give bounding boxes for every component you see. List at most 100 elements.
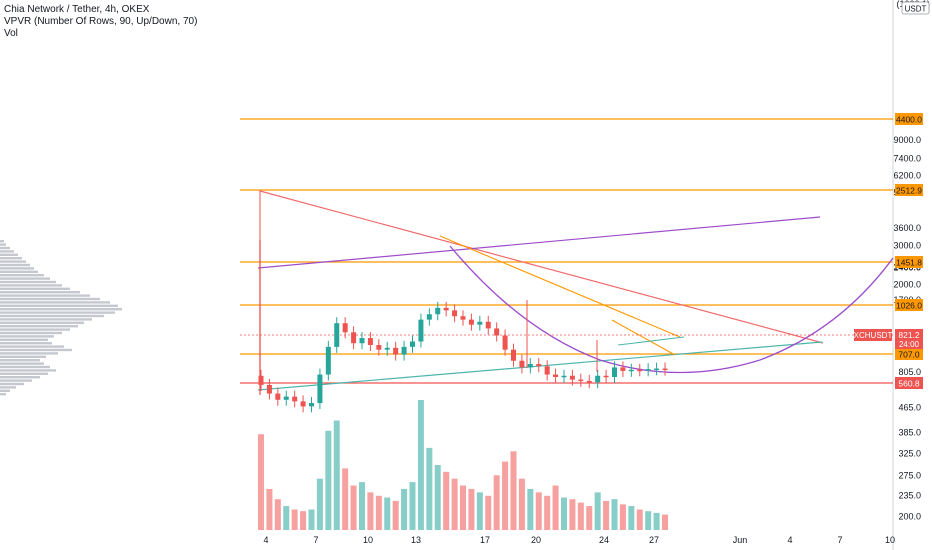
volume-bar[interactable] [645, 511, 652, 530]
vpvr-indicator-label[interactable]: VPVR (Number Of Rows, 90, Up/Down, 70) [4, 16, 198, 27]
price-tag-box[interactable] [895, 113, 923, 125]
candle-body[interactable] [275, 393, 281, 400]
candle-body[interactable] [317, 374, 323, 404]
candle-body[interactable] [266, 384, 272, 394]
volume-bar[interactable] [561, 497, 567, 531]
volume-bar[interactable] [342, 468, 349, 530]
candle-body[interactable] [511, 349, 516, 361]
price-tag-box[interactable] [895, 299, 923, 311]
candle-body[interactable] [612, 367, 617, 378]
candle-body[interactable] [561, 375, 567, 378]
volume-bars[interactable] [258, 400, 668, 530]
candle-body[interactable] [300, 401, 306, 407]
volume-bar[interactable] [527, 488, 534, 530]
candle-body[interactable] [325, 346, 331, 375]
volume-bar[interactable] [283, 506, 290, 530]
volume-bar[interactable] [603, 500, 610, 530]
triangle-lower-line[interactable] [611, 319, 676, 356]
candle-body[interactable] [426, 314, 432, 320]
candle-body[interactable] [468, 319, 474, 325]
volume-bar[interactable] [594, 492, 601, 530]
volume-bar[interactable] [476, 492, 483, 530]
candle-body[interactable] [342, 323, 348, 333]
volume-bar[interactable] [493, 475, 500, 530]
horizontal-levels[interactable] [240, 118, 893, 384]
volume-bar[interactable] [367, 492, 374, 530]
volume-bar[interactable] [518, 478, 525, 530]
volume-indicator-label[interactable]: Vol [4, 28, 18, 39]
volume-bar[interactable] [392, 500, 399, 530]
candles[interactable] [258, 240, 668, 413]
volume-bar[interactable] [569, 499, 576, 530]
candle-body[interactable] [578, 379, 584, 382]
volume-bar[interactable] [510, 451, 517, 530]
candle-body[interactable] [477, 321, 483, 325]
volume-bar[interactable] [258, 434, 264, 530]
currency-box[interactable] [901, 1, 930, 15]
candle-body[interactable] [443, 307, 449, 311]
candle-body[interactable] [460, 316, 466, 320]
candle-body[interactable] [519, 360, 525, 368]
time-axis[interactable]: 4 7 10 13 17 20 24 27 Jun 4 7 10 [263, 535, 895, 545]
triangle-base-line[interactable] [617, 336, 685, 346]
triangle-upper-line[interactable] [439, 235, 681, 338]
volume-bar[interactable] [325, 430, 332, 530]
candle-body[interactable] [485, 321, 491, 329]
candle-body[interactable] [502, 335, 508, 350]
volume-bar[interactable] [409, 482, 416, 530]
volume-bar[interactable] [619, 504, 626, 530]
candle-body[interactable] [586, 380, 592, 383]
current-price-box[interactable] [895, 329, 923, 349]
candle-body[interactable] [603, 375, 609, 378]
volume-bar[interactable] [417, 400, 424, 530]
candle-body[interactable] [569, 375, 575, 380]
volume-bar[interactable] [375, 495, 382, 530]
candle-body[interactable] [654, 368, 660, 371]
candle-body[interactable] [645, 369, 651, 371]
descending-resistance-line[interactable] [259, 190, 824, 344]
volume-bar[interactable] [291, 509, 298, 530]
candle-body[interactable] [553, 374, 559, 378]
volume-bar[interactable] [586, 506, 593, 530]
volume-bar[interactable] [434, 465, 441, 530]
candle-body[interactable] [376, 345, 382, 350]
volume-bar[interactable] [611, 499, 618, 530]
volume-bar[interactable] [308, 509, 315, 530]
volume-bar[interactable] [460, 485, 466, 530]
volume-bar[interactable] [544, 495, 551, 530]
candle-body[interactable] [334, 323, 340, 347]
candle-body[interactable] [410, 341, 415, 347]
price-tags[interactable]: 4400.0 2512.9 1451.8 1026.0 707.0 560.8 XCHUSD… [854, 113, 923, 389]
candle-body[interactable] [620, 367, 626, 371]
candle-body[interactable] [452, 310, 458, 317]
candle-body[interactable] [662, 368, 668, 371]
candle-body[interactable] [401, 346, 407, 355]
candle-body[interactable] [367, 338, 373, 346]
candle-body[interactable] [527, 364, 533, 368]
price-axis[interactable]: (1000.1)USDT9000.07400.06200.05200.03600… [892, 0, 930, 550]
candle-body[interactable] [595, 375, 601, 383]
candle-body[interactable] [494, 328, 500, 336]
volume-bar[interactable] [552, 485, 559, 530]
candle-body[interactable] [628, 369, 634, 372]
candle-body[interactable] [283, 396, 289, 400]
volume-bar[interactable] [636, 509, 643, 530]
candle-body[interactable] [359, 338, 365, 344]
volume-bar[interactable] [577, 502, 584, 530]
drawings[interactable] [240, 190, 894, 391]
purple-trend-line[interactable] [257, 216, 821, 269]
volume-bar[interactable] [653, 512, 660, 530]
volume-bar[interactable] [274, 499, 281, 530]
volume-bar[interactable] [468, 488, 475, 530]
price-tag-box[interactable] [895, 348, 923, 360]
volume-bar[interactable] [384, 497, 391, 531]
volume-bar[interactable] [628, 506, 635, 530]
volume-bar[interactable] [662, 514, 668, 530]
volume-bar[interactable] [502, 461, 509, 530]
candle-body[interactable] [309, 403, 314, 407]
price-tag-box[interactable] [895, 377, 923, 389]
volume-bar[interactable] [266, 488, 273, 530]
candle-body[interactable] [258, 375, 264, 385]
volume-bar[interactable] [443, 471, 450, 530]
